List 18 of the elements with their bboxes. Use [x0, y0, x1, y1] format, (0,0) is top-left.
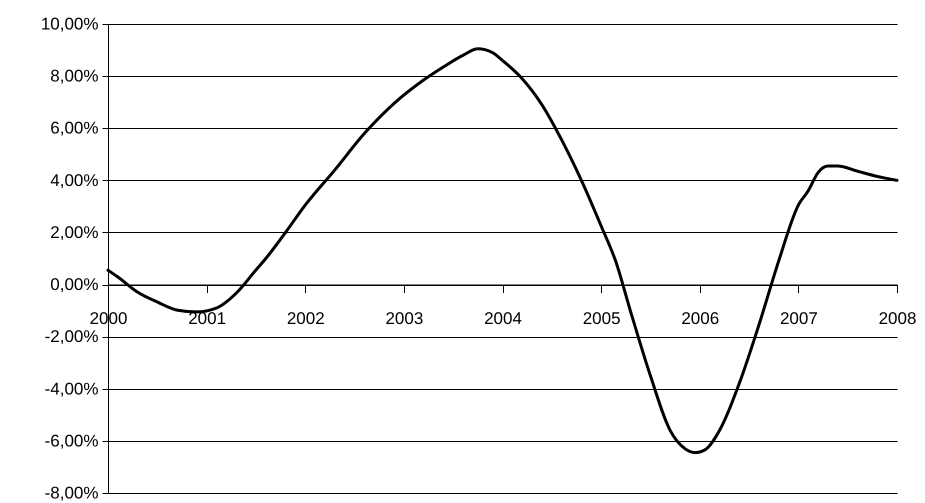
x-tick-label: 2005 — [582, 309, 621, 328]
y-tick-label: 10,00% — [40, 14, 98, 34]
y-tick-label: -4,00% — [44, 379, 98, 398]
y-tick-label: -8,00% — [44, 484, 98, 502]
y-tick-label: 8,00% — [50, 66, 98, 86]
y-tick-label: 2,00% — [50, 222, 98, 242]
x-tick-label: 2004 — [484, 309, 522, 328]
y-tick-label: -6,00% — [44, 431, 98, 450]
y-tick-label: -2,00% — [44, 327, 98, 346]
x-tick-label: 2003 — [385, 309, 424, 328]
x-tick-label: 2007 — [780, 309, 818, 328]
x-tick-label: 2008 — [878, 309, 916, 328]
x-tick-label: 2002 — [286, 309, 325, 328]
x-tick-label: 2001 — [188, 309, 226, 328]
y-tick-label: 4,00% — [50, 170, 98, 190]
x-tick-label: 2006 — [681, 309, 720, 328]
y-tick-label: 6,00% — [50, 118, 98, 138]
y-tick-label: 0,00% — [50, 275, 98, 294]
